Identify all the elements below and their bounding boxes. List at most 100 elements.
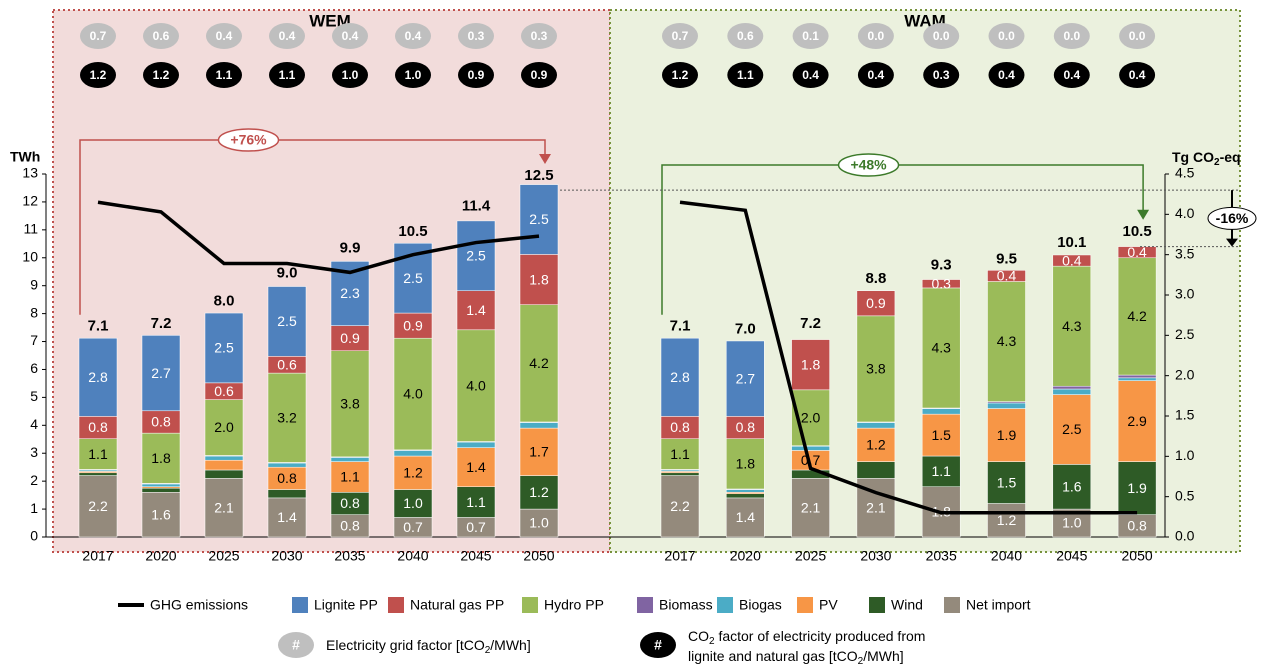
grid-factor-oval — [143, 23, 179, 49]
bar-segment — [141, 432, 181, 484]
total-label: 9.9 — [340, 240, 361, 257]
bar-segment — [1052, 254, 1092, 267]
grid-factor: 0.3 — [468, 29, 485, 43]
y2-tick-label: 1.0 — [1175, 447, 1195, 463]
bar-segment — [267, 497, 307, 538]
bar-segment — [921, 287, 961, 409]
x-tick-label: 2025 — [208, 548, 239, 564]
bar-segment — [987, 402, 1026, 409]
bar-segment — [856, 315, 896, 423]
y-axis-label: TWh — [10, 149, 40, 165]
legend-label: Hydro PP — [544, 597, 604, 613]
bar-segment — [726, 497, 765, 538]
legend-label: Lignite PP — [314, 597, 378, 613]
segment-label: 3.8 — [340, 396, 360, 412]
y-tick-label: 4 — [30, 416, 38, 432]
co2-factor-oval — [792, 62, 829, 88]
segment-label: 0.9 — [403, 317, 423, 333]
bar-segment — [456, 220, 496, 291]
y2-label-sub: 2 — [1214, 157, 1220, 168]
segment-label: 0.8 — [670, 419, 690, 435]
legend-text-part: /MWh] — [490, 637, 530, 653]
y2-axis-label: Tg CO2-eq — [1172, 149, 1241, 168]
segment-label: 1.4 — [736, 509, 756, 525]
segment-label: 2.1 — [214, 499, 234, 515]
bar-segment — [1052, 385, 1092, 390]
x-tick-label: 2045 — [460, 548, 491, 564]
y2-tick-label: 0.0 — [1175, 528, 1195, 544]
segment-label: 4.3 — [931, 340, 951, 356]
bar-segment — [660, 438, 700, 470]
segment-label: 1.7 — [529, 444, 549, 460]
co2-factor: 1.2 — [153, 68, 170, 82]
legend-oval — [278, 632, 314, 658]
x-tick-label: 2035 — [926, 548, 957, 564]
y2-label-part: Tg CO — [1172, 149, 1214, 165]
segment-label: 4.3 — [997, 333, 1017, 349]
grid-factor: 0.0 — [933, 29, 950, 43]
bar-segment — [204, 478, 244, 538]
segment-label: 1.2 — [529, 484, 549, 500]
y2-tick-label: 3.5 — [1175, 245, 1195, 261]
y-tick-label: 1 — [30, 500, 38, 516]
co2-factor: 1.2 — [90, 68, 107, 82]
co2-factor-oval — [923, 62, 960, 88]
y-tick-label: 11 — [23, 221, 38, 237]
grid-factor: 0.4 — [342, 29, 359, 43]
segment-label: 2.0 — [801, 409, 821, 425]
legend-label: Natural gas PP — [410, 597, 504, 613]
bar-segment — [204, 459, 244, 471]
reduction-label: -16% — [1216, 210, 1249, 226]
segment-label: 0.6 — [214, 383, 234, 399]
y-tick-label: 0 — [30, 528, 38, 544]
segment-label: 1.5 — [997, 474, 1017, 490]
segment-label: 4.0 — [466, 377, 486, 393]
legend-label: Biogas — [739, 597, 782, 613]
grid-factor: 0.4 — [216, 29, 233, 43]
total-label: 11.4 — [462, 198, 491, 215]
grid-factor: 0.7 — [90, 29, 107, 43]
bar-segment — [987, 270, 1026, 282]
legend-text-part: 2 — [858, 656, 864, 667]
change-oval — [837, 153, 900, 177]
co2-factor-oval — [1119, 62, 1156, 88]
segment-label: 2.5 — [529, 211, 549, 227]
bar-segment — [519, 427, 559, 476]
segment-label: 1.1 — [670, 446, 690, 462]
grid-factor-oval — [332, 23, 368, 49]
legend-label: Biomass — [659, 597, 713, 613]
total-label: 7.1 — [88, 318, 109, 335]
co2-factor-oval — [332, 62, 368, 88]
grid-factor-oval — [923, 23, 960, 49]
grid-factor-oval — [1053, 23, 1090, 49]
segment-label: 1.8 — [151, 450, 171, 466]
segment-label: 1.2 — [866, 437, 886, 453]
grid-factor: 0.6 — [737, 29, 754, 43]
co2-factor-oval — [458, 62, 494, 88]
segment-label: 1.8 — [529, 271, 549, 287]
segment-label: 2.2 — [88, 498, 108, 514]
bar-segment — [141, 335, 181, 412]
bar-segment — [726, 493, 765, 499]
y-tick-label: 3 — [30, 444, 38, 460]
co2-factor-oval — [80, 62, 116, 88]
bar-segment — [456, 486, 496, 518]
co2-factor-oval — [1053, 62, 1090, 88]
segment-label: 3.2 — [277, 409, 297, 425]
bar-segment — [856, 422, 896, 429]
change-oval — [217, 128, 280, 152]
bar-segment — [519, 184, 559, 255]
co2-factor-oval — [269, 62, 305, 88]
bar-segment — [921, 408, 961, 415]
segment-label: 2.3 — [340, 285, 360, 301]
bar-segment — [856, 290, 896, 317]
bar-segment — [987, 281, 1026, 402]
bar-segment — [141, 487, 181, 493]
x-tick-label: 2020 — [145, 548, 176, 564]
co2-factor: 0.4 — [802, 68, 819, 82]
bar-segment — [330, 461, 370, 493]
legend-text-part: CO — [688, 628, 709, 644]
segment-label: 0.7 — [466, 519, 486, 535]
bar-segment — [726, 340, 765, 417]
legend-label: Wind — [891, 597, 923, 613]
